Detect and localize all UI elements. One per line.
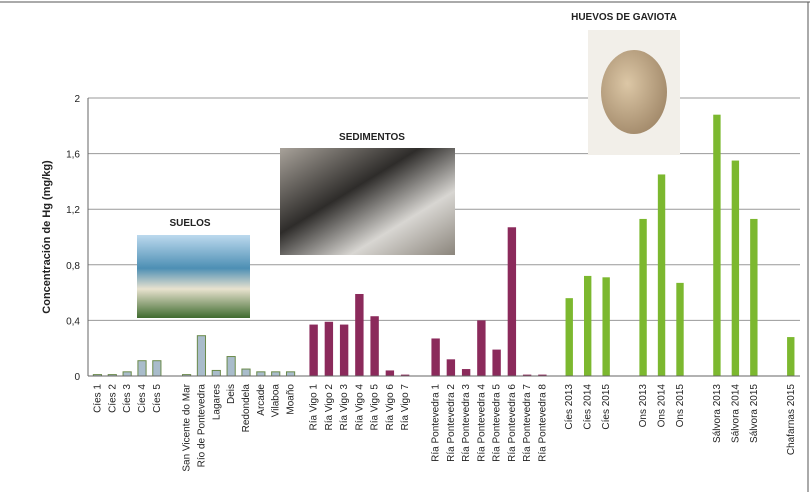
bar (477, 320, 486, 376)
x-tick-label: Moaño (286, 384, 297, 415)
x-tick-label: Ría Pontevedra 8 (537, 384, 548, 462)
x-tick-label: Ría Pontevedra 4 (476, 384, 487, 462)
bar (639, 218, 647, 376)
x-tick-label: Redondela (241, 384, 252, 433)
bar (211, 369, 221, 377)
group-title: SEDIMENTOS (339, 132, 405, 143)
x-tick-label: Sálvora 2015 (749, 384, 760, 443)
x-tick-label: Ría Vigo 4 (354, 384, 365, 431)
bar (731, 160, 740, 376)
x-tick-label: Ría Vigo 6 (385, 384, 396, 431)
photos (137, 30, 680, 318)
bar (400, 374, 410, 376)
y-tick-label: 0,4 (66, 316, 80, 327)
bar (309, 324, 318, 376)
x-tick-label: Cíes 2015 (601, 384, 612, 430)
bar (538, 374, 547, 376)
bar (256, 371, 266, 377)
x-tick-label: Ría Pontevedra 6 (507, 384, 518, 462)
x-tick-label: Cíes 2013 (564, 384, 575, 430)
x-tick-label: Ons 2015 (675, 384, 686, 428)
x-tick-label: Ría Vigo 1 (309, 384, 320, 431)
x-tick-label: Cíes 3 (122, 384, 133, 413)
bar (676, 282, 684, 376)
bar (137, 360, 147, 377)
x-tick-label: Vilaboa (271, 384, 282, 418)
x-tick-label: Arcade (256, 384, 267, 416)
bar (152, 360, 162, 377)
bar (565, 298, 573, 376)
y-tick-label: 2 (74, 94, 80, 105)
bar (750, 218, 758, 376)
bar (241, 368, 251, 377)
bar (446, 359, 456, 376)
bar (507, 227, 517, 376)
x-tick-label: Chafarnas 2015 (786, 384, 797, 456)
bar (355, 293, 364, 376)
bar (713, 114, 721, 377)
sediment-photo (280, 148, 455, 255)
bar (602, 277, 610, 376)
x-tick-label: Sálvora 2014 (730, 384, 741, 443)
x-tick-label: San Vicente do Mar (182, 383, 193, 471)
bar (370, 316, 379, 376)
bar (122, 371, 132, 377)
bar (226, 356, 236, 377)
x-tick-label: Ría Pontevedra 7 (522, 384, 533, 462)
x-tick-label: Deis (226, 384, 237, 404)
x-tick-label: Ría Vigo 3 (339, 384, 350, 431)
bar (285, 371, 296, 377)
x-tick-label: Ría Vigo 5 (370, 384, 381, 431)
x-tick-label: Ons 2014 (657, 384, 668, 428)
x-tick-label: Ría Vigo 2 (324, 384, 335, 431)
bar (271, 371, 281, 377)
y-tick-label: 1,2 (66, 205, 80, 216)
x-tick-label: Ría Vigo 7 (400, 384, 411, 431)
group-title: HUEVOS DE GAVIOTA (571, 12, 677, 23)
x-tick-label: Cíes 2 (107, 384, 118, 413)
bar (584, 275, 592, 376)
bar (385, 370, 395, 376)
bar (522, 374, 532, 376)
x-tick-label: Cíes 5 (152, 384, 163, 413)
x-tick-label: Río de Pontevedra (196, 384, 207, 468)
bar (787, 337, 795, 376)
x-tick-label: Sálvora 2013 (712, 384, 723, 443)
x-tick-label: Lagares (211, 384, 222, 420)
x-tick-label: Cíes 4 (137, 384, 148, 413)
bar (324, 321, 334, 376)
bar (339, 324, 349, 376)
y-axis-label: Concentración de Hg (mg/kg) (41, 160, 53, 314)
bar (657, 174, 666, 376)
y-tick-label: 0,8 (66, 261, 80, 272)
x-tick-label: Ría Pontevedra 1 (431, 384, 442, 462)
bar (431, 338, 440, 376)
soil-photo (137, 235, 250, 318)
x-tick-label: Ría Pontevedra 2 (446, 384, 457, 462)
y-tick-label: 0 (74, 372, 80, 383)
bar (492, 349, 501, 376)
bar (461, 369, 471, 376)
x-tick-label: Ría Pontevedra 3 (461, 384, 472, 462)
bar (196, 335, 207, 377)
y-tick-label: 1,6 (66, 150, 80, 161)
x-tick-label: Cíes 1 (92, 384, 103, 413)
x-tick-label: Ons 2013 (638, 384, 649, 428)
group-title: SUELOS (169, 218, 210, 229)
egg-icon (601, 50, 667, 134)
x-tick-label: Ría Pontevedra 5 (492, 384, 503, 462)
x-tick-label: Cíes 2014 (583, 384, 594, 430)
